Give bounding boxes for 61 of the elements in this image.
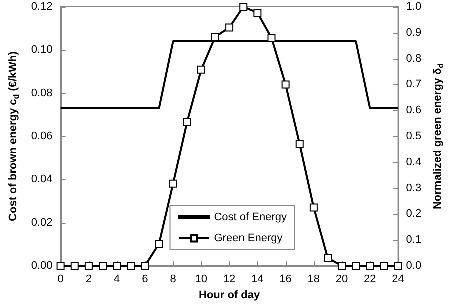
x-tick-label: 10 [195,274,208,286]
point [226,24,234,32]
point [338,262,346,270]
point [254,8,262,17]
point [183,118,192,126]
x-tick-label: 22 [364,274,376,286]
y2-tick-label: 0.8 [406,52,422,65]
point [352,262,360,270]
x-tick-label: 18 [308,274,320,286]
point [197,66,206,74]
point [324,254,332,262]
y-tick-label: 0.02 [31,216,53,229]
y2-tick-label: 0.2 [406,208,422,220]
y2-tick-label: 0.1 [406,234,422,246]
y-tick-label: 0.12 [31,1,53,13]
point [98,262,107,270]
x-tick-label: 24 [392,274,404,286]
x-tick-label: 12 [223,274,236,286]
point [84,262,93,270]
point [169,180,178,188]
y2-tick-label: 0.9 [406,26,422,39]
x-tick-label: 20 [336,274,348,286]
y2-tick-label: 0.0 [406,260,422,272]
point [127,262,136,270]
point [282,80,290,89]
legend-label: Green Energy [214,232,284,244]
x-tick-label: 8 [170,274,176,286]
y-tick-label: 0.00 [31,260,53,272]
y-axis-title: Cost of brown energy cd (€/kWh) [8,51,21,222]
point [394,262,402,270]
point [310,204,318,212]
y2-axis-title: Normalized green energy δd [432,63,446,210]
point [211,33,220,42]
point [268,34,276,42]
x-tick-label: 16 [280,274,292,286]
y-tick-label: 0.06 [31,130,53,142]
point [296,140,304,148]
y2-tick-label: 0.7 [406,78,422,91]
x-tick-label: 2 [86,274,92,286]
y-tick-label: 0.10 [31,44,53,56]
y2-tick-label: 0.3 [406,182,422,194]
point [70,262,79,270]
point [366,262,374,270]
y2-tick-label: 0.5 [406,130,422,142]
point [380,262,388,270]
point [141,262,150,270]
x-axis-title: Hour of day [198,289,261,302]
legend-label: Cost of Energy [214,212,288,224]
point [56,262,65,270]
point [240,3,248,11]
x-tick-label: 4 [114,274,120,286]
point [113,262,122,270]
y2-tick-label: 1.0 [406,1,422,13]
y-tick-label: 0.04 [31,174,53,186]
x-tick-label: 6 [142,274,148,286]
y-tick-label: 0.08 [31,87,53,100]
x-tick-label: 14 [252,274,264,286]
y2-tick-label: 0.4 [406,156,422,168]
x-tick-label: 0 [58,274,64,286]
point [155,240,164,248]
y2-tick-label: 0.6 [406,104,422,117]
